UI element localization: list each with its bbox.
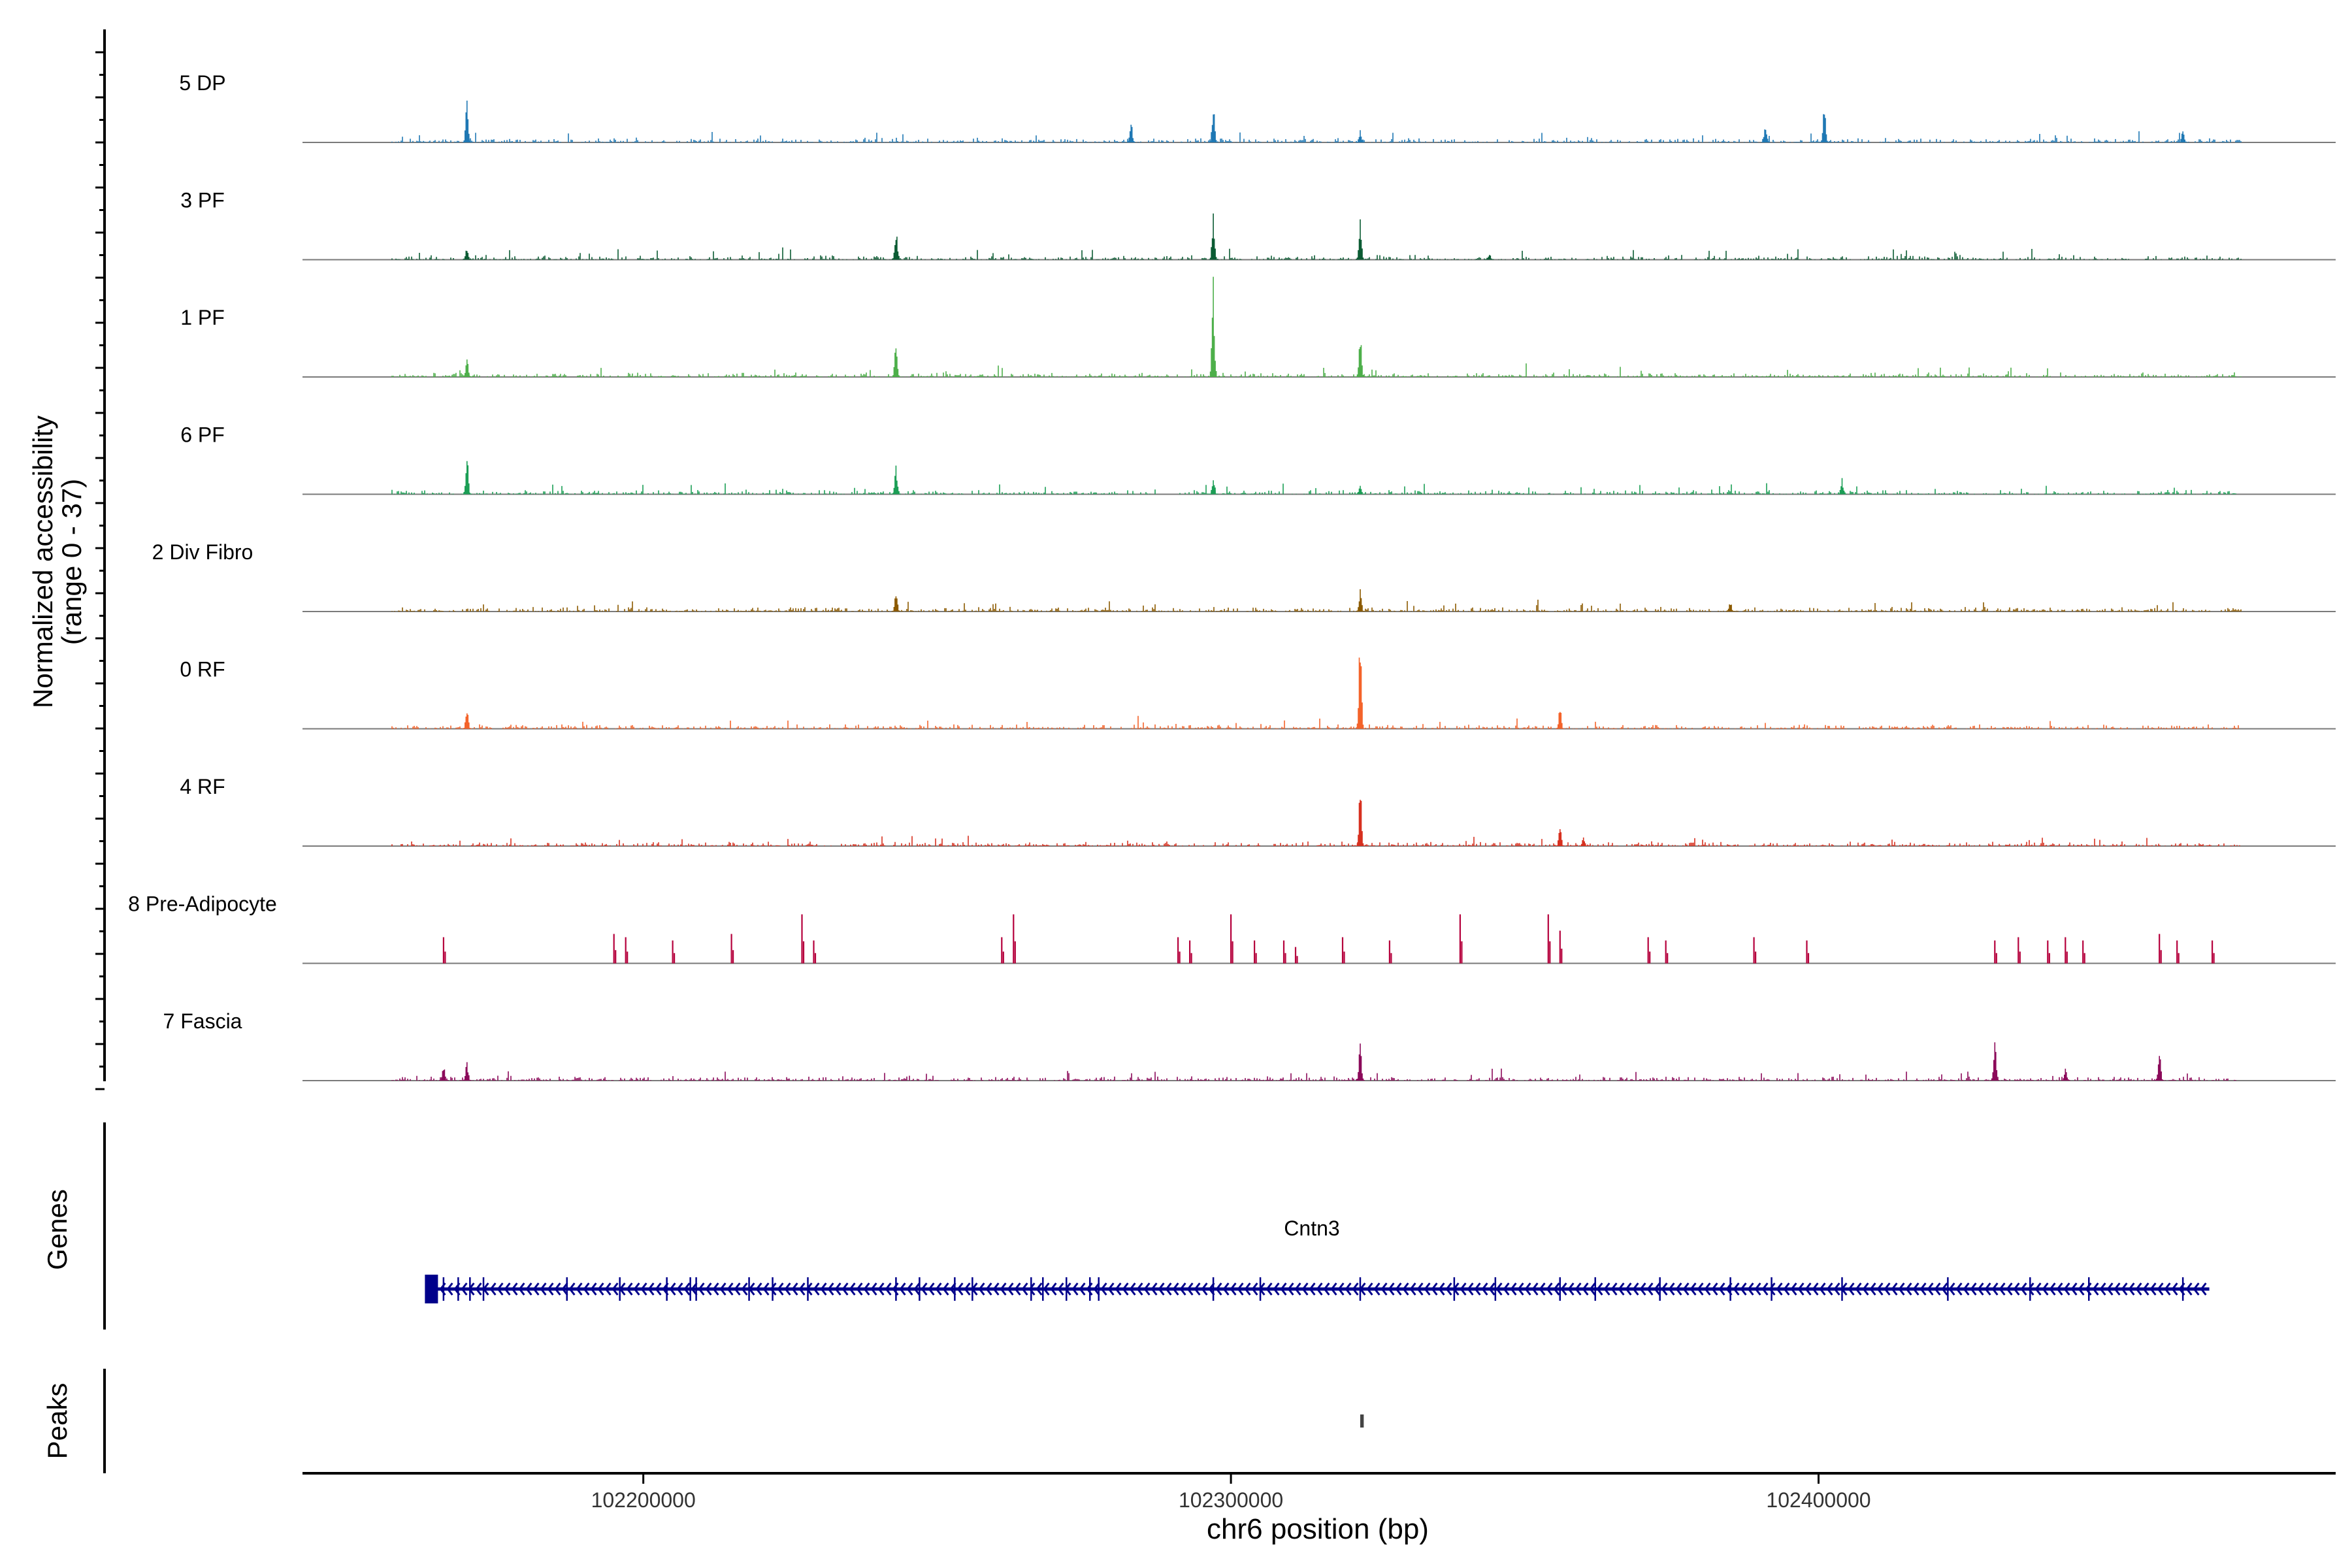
- coverage-signal: [391, 589, 2242, 612]
- peaks-panel-label: Peaks: [42, 1383, 73, 1460]
- track-label: 8 Pre-Adipocyte: [128, 892, 277, 916]
- track-6-pf: 6 PF: [180, 423, 2336, 495]
- track-label: 1 PF: [180, 306, 225, 329]
- track-0-rf: 0 RF: [180, 657, 2336, 730]
- coverage-signal: [391, 213, 2242, 260]
- coverage-signal: [391, 101, 2242, 142]
- track-label: 5 DP: [179, 71, 225, 95]
- x-axis-ticks: 102200000 102300000 102400000: [591, 1473, 1871, 1512]
- genes-panel-label: Genes: [42, 1189, 73, 1270]
- coverage-signal: [391, 461, 2236, 495]
- coverage-signal: [391, 800, 2240, 846]
- peak-region: [1360, 1414, 1364, 1428]
- track-label: 6 PF: [180, 423, 225, 447]
- peak-regions: [1360, 1414, 1364, 1428]
- coverage-y-ticks: [95, 51, 105, 1090]
- coverage-signal: [442, 914, 2215, 964]
- x-axis-label: chr6 position (bp): [1207, 1513, 1429, 1545]
- track-8-pre-adipocyte: 8 Pre-Adipocyte: [128, 892, 2336, 964]
- track-1-pf: 1 PF: [180, 276, 2336, 378]
- y-axis-label-line2: (range 0 - 37): [56, 479, 87, 645]
- track-label: 2 Div Fibro: [152, 540, 253, 564]
- coverage-signal: [391, 657, 2239, 729]
- track-label: 4 RF: [180, 775, 225, 798]
- track-5-dp: 5 DP: [179, 71, 2336, 143]
- coverage-signal: [391, 276, 2242, 377]
- gene-strand-arrows: [439, 1282, 2207, 1296]
- x-tick-label: 102400000: [1766, 1488, 1870, 1512]
- gene-utr-exon: [425, 1275, 438, 1303]
- track-label: 3 PF: [180, 189, 225, 212]
- gene-label: Cntn3: [1284, 1217, 1339, 1240]
- track-label: 7 Fascia: [163, 1009, 242, 1033]
- track-4-rf: 4 RF: [180, 775, 2336, 847]
- coverage-tracks: 5 DP 3 PF 1 PF 6 PF 2 Div Fibro 0 RF 4 RF 8 Pre…: [128, 71, 2336, 1081]
- coverage-signal: [391, 1042, 2236, 1081]
- track-label: 0 RF: [180, 658, 225, 681]
- track-3-pf: 3 PF: [180, 189, 2336, 261]
- x-tick-label: 102200000: [591, 1488, 696, 1512]
- track-2-div-fibro: 2 Div Fibro: [152, 540, 2336, 612]
- track-7-fascia: 7 Fascia: [163, 1009, 2336, 1081]
- y-axis-label-line1: Normalized accessibility: [27, 416, 58, 708]
- gene-model-cntn3: [425, 1275, 2210, 1303]
- x-tick-label: 102300000: [1179, 1488, 1283, 1512]
